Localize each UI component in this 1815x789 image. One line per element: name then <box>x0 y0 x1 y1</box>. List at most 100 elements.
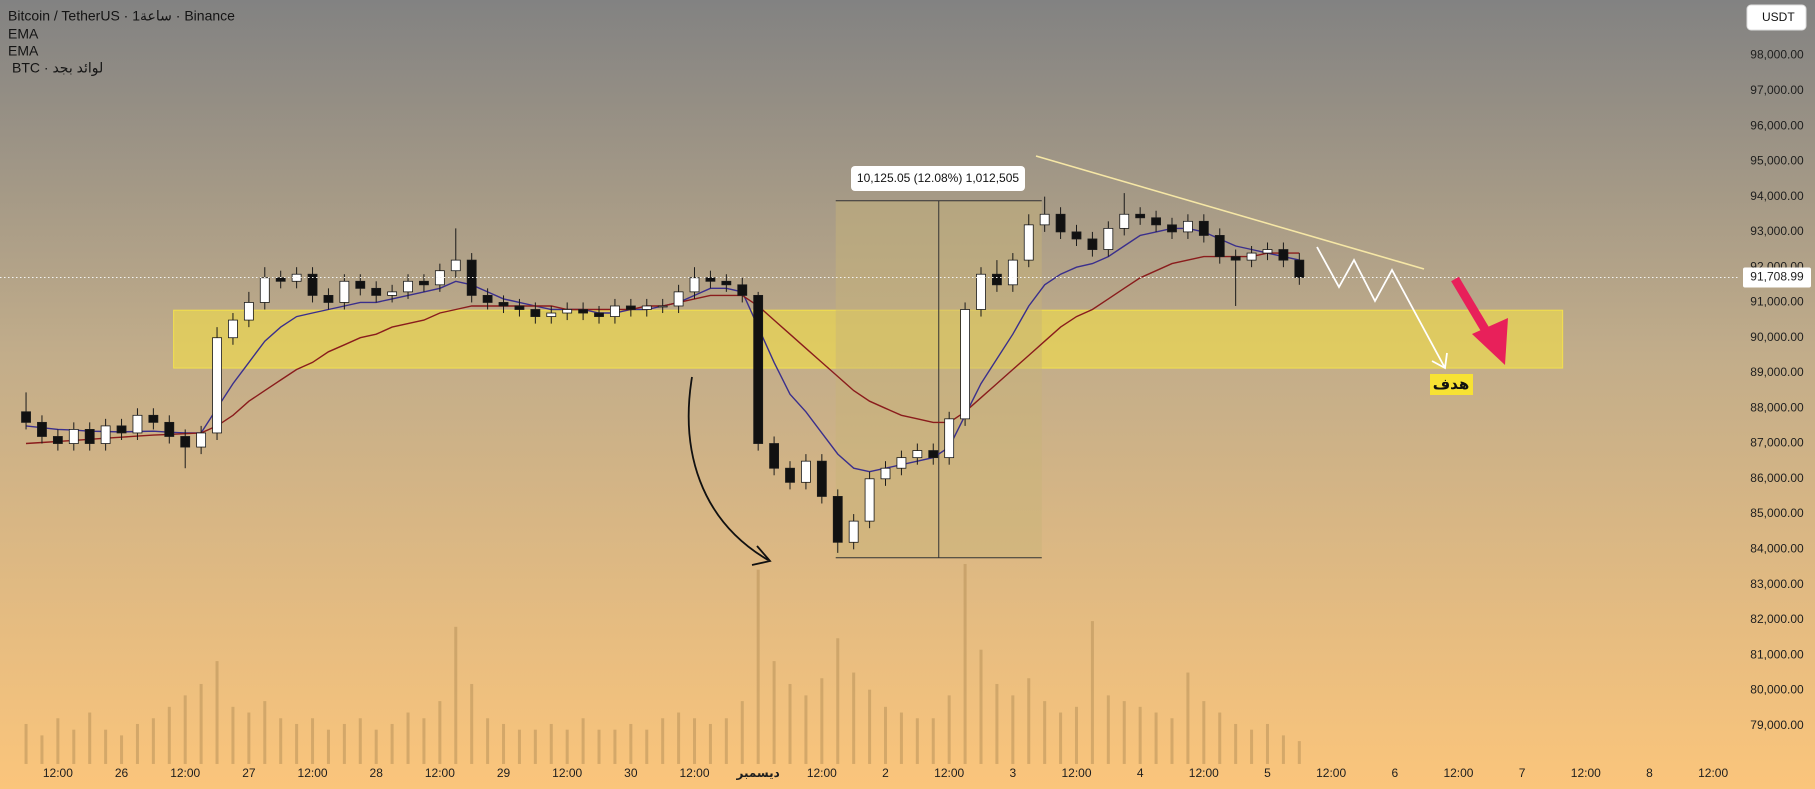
volume-bar <box>120 735 124 764</box>
candle-body <box>1151 217 1161 226</box>
y-tick-label: 91,000.00 <box>1750 295 1804 309</box>
candle-body <box>275 277 286 282</box>
annotation-layer: هدف 10,125.05 (12.08%) 1,012,505 USDT Bi… <box>8 4 1807 566</box>
candle-body <box>1230 256 1241 261</box>
target-label: هدف <box>1433 376 1470 393</box>
candle-body <box>1262 249 1273 254</box>
candle-body <box>801 460 811 483</box>
candle-body <box>243 302 254 321</box>
volume-bar <box>899 712 903 764</box>
x-tick-label: 12:00 <box>298 766 328 780</box>
volume-bar <box>1138 706 1142 764</box>
volume-bar <box>40 735 44 764</box>
measure-label-box <box>851 166 1025 191</box>
candle-body <box>482 294 493 303</box>
volume-bar <box>311 718 315 764</box>
last-price-label: 91,708.99 <box>1750 270 1804 284</box>
volume-bar <box>215 661 219 764</box>
y-tick-label: 85,000.00 <box>1750 506 1804 520</box>
y-tick-label: 83,000.00 <box>1750 577 1804 591</box>
volume-bar <box>454 626 458 764</box>
y-tick-label: 98,000.00 <box>1750 48 1804 62</box>
measure-label: 10,125.05 (12.08%) 1,012,505 <box>857 171 1019 185</box>
x-tick-label: 12:00 <box>807 766 837 780</box>
candle-body <box>164 421 175 437</box>
volume-bar <box>979 649 983 764</box>
candle-body <box>610 305 620 317</box>
volume-bar <box>438 701 442 764</box>
volume-bar <box>279 718 283 764</box>
volume-bar <box>597 729 601 764</box>
x-tick-label: 3 <box>1009 766 1016 780</box>
candle-body <box>37 421 47 437</box>
currency-button-label[interactable]: USDT <box>1762 10 1795 24</box>
x-tick-label: 6 <box>1391 766 1398 780</box>
volume-bar <box>295 723 299 764</box>
legend-ema: EMA <box>8 43 39 59</box>
candle-body <box>594 312 604 317</box>
candle-body <box>641 305 652 310</box>
y-tick-label: 97,000.00 <box>1750 83 1804 97</box>
volume-bar <box>1122 701 1126 764</box>
candle-body <box>52 436 63 444</box>
x-tick-label: 12:00 <box>552 766 582 780</box>
volume-bar <box>1265 723 1269 764</box>
legend-ema: EMA <box>8 26 39 42</box>
candle-body <box>1246 252 1257 261</box>
candle-body <box>84 429 95 444</box>
candle-body <box>1294 259 1305 278</box>
volume-bar <box>72 729 76 764</box>
candle-body <box>737 284 748 296</box>
candle-body <box>1135 213 1146 219</box>
candle-body <box>769 443 779 469</box>
volume-bar <box>1186 672 1190 764</box>
candle-body <box>1167 224 1177 233</box>
x-tick-label: 7 <box>1519 766 1526 780</box>
volume-bar <box>724 718 728 764</box>
x-tick-label: 27 <box>242 766 256 780</box>
candle-body <box>944 418 955 459</box>
x-tick-label: 29 <box>497 766 511 780</box>
candle-body <box>1023 224 1034 261</box>
volume-bar <box>565 729 569 764</box>
volume-bar <box>947 695 951 764</box>
volume-bar <box>1281 735 1285 764</box>
candle-body <box>960 309 970 420</box>
legend-symbol: Bitcoin / TetherUS · 1ساعة · Binance <box>8 8 235 24</box>
candle-body <box>1214 235 1225 257</box>
candle-body <box>1183 220 1193 233</box>
candle-body <box>928 450 939 459</box>
candle-body <box>132 414 143 434</box>
last-price-box <box>1743 267 1811 288</box>
volume-bar <box>613 729 617 764</box>
x-tick-label: 12:00 <box>1061 766 1091 780</box>
volume-bar <box>1170 718 1174 764</box>
candle-body <box>864 478 875 522</box>
x-tick-label: 2 <box>882 766 889 780</box>
volume-bar <box>517 729 521 764</box>
x-tick-label: 12:00 <box>679 766 709 780</box>
volume-bar <box>1218 712 1222 764</box>
volume-bar <box>167 706 171 764</box>
volume-bar <box>88 712 92 764</box>
candle-body <box>339 280 350 303</box>
candle-body <box>848 520 859 543</box>
volume-bar <box>1297 741 1301 764</box>
volume-bar <box>151 718 155 764</box>
volume-bar <box>326 729 330 764</box>
volume-bar <box>135 723 139 764</box>
volume-bar <box>1250 729 1254 764</box>
currency-button[interactable] <box>1746 4 1807 31</box>
volume-bar <box>1154 712 1158 764</box>
volume-bar <box>740 701 744 764</box>
y-tick-label: 90,000.00 <box>1750 330 1804 344</box>
x-tick-label: 12:00 <box>1443 766 1473 780</box>
x-tick-label: 12:00 <box>425 766 455 780</box>
volume-bar <box>1106 695 1110 764</box>
candle-body <box>1198 220 1209 236</box>
x-tick-label: 12:00 <box>1571 766 1601 780</box>
volume-bar <box>1074 706 1078 764</box>
y-tick-label: 93,000.00 <box>1750 224 1804 238</box>
volume-bar <box>56 718 60 764</box>
